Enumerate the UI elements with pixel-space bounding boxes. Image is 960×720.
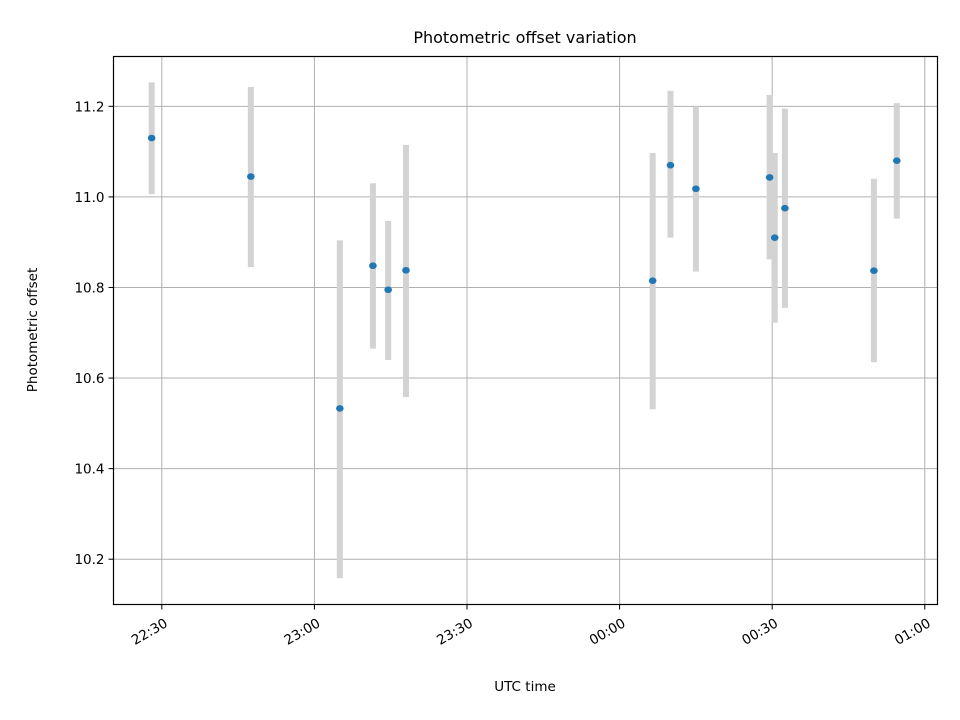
y-axis-label: Photometric offset	[25, 268, 41, 392]
data-point	[147, 134, 156, 142]
data-point	[369, 262, 377, 270]
x-axis-label: UTC time	[494, 679, 556, 695]
data-point	[247, 173, 255, 180]
y-tick-label: 10.4	[74, 462, 104, 478]
plot-frame	[112, 55, 939, 606]
y-axis: 10.2 10.4 10.6 10.8 11.0 11.2	[74, 99, 114, 568]
data-point	[692, 185, 700, 193]
data-points	[147, 134, 901, 412]
data-point	[336, 405, 344, 412]
y-tick-label: 11.0	[74, 190, 104, 206]
data-point	[402, 266, 410, 274]
y-tick-label: 10.6	[74, 371, 104, 387]
data-point	[648, 277, 657, 284]
y-tick-label: 10.2	[74, 552, 104, 568]
data-point	[765, 174, 774, 181]
data-point	[770, 234, 779, 241]
data-point	[893, 157, 901, 164]
y-tick-label: 11.2	[74, 99, 104, 115]
y-tick-label: 10.8	[74, 280, 104, 296]
chart-title: Photometric offset variation	[413, 28, 636, 47]
data-point	[384, 286, 392, 294]
data-point	[870, 267, 878, 275]
data-point	[666, 161, 675, 169]
data-point	[781, 204, 789, 212]
